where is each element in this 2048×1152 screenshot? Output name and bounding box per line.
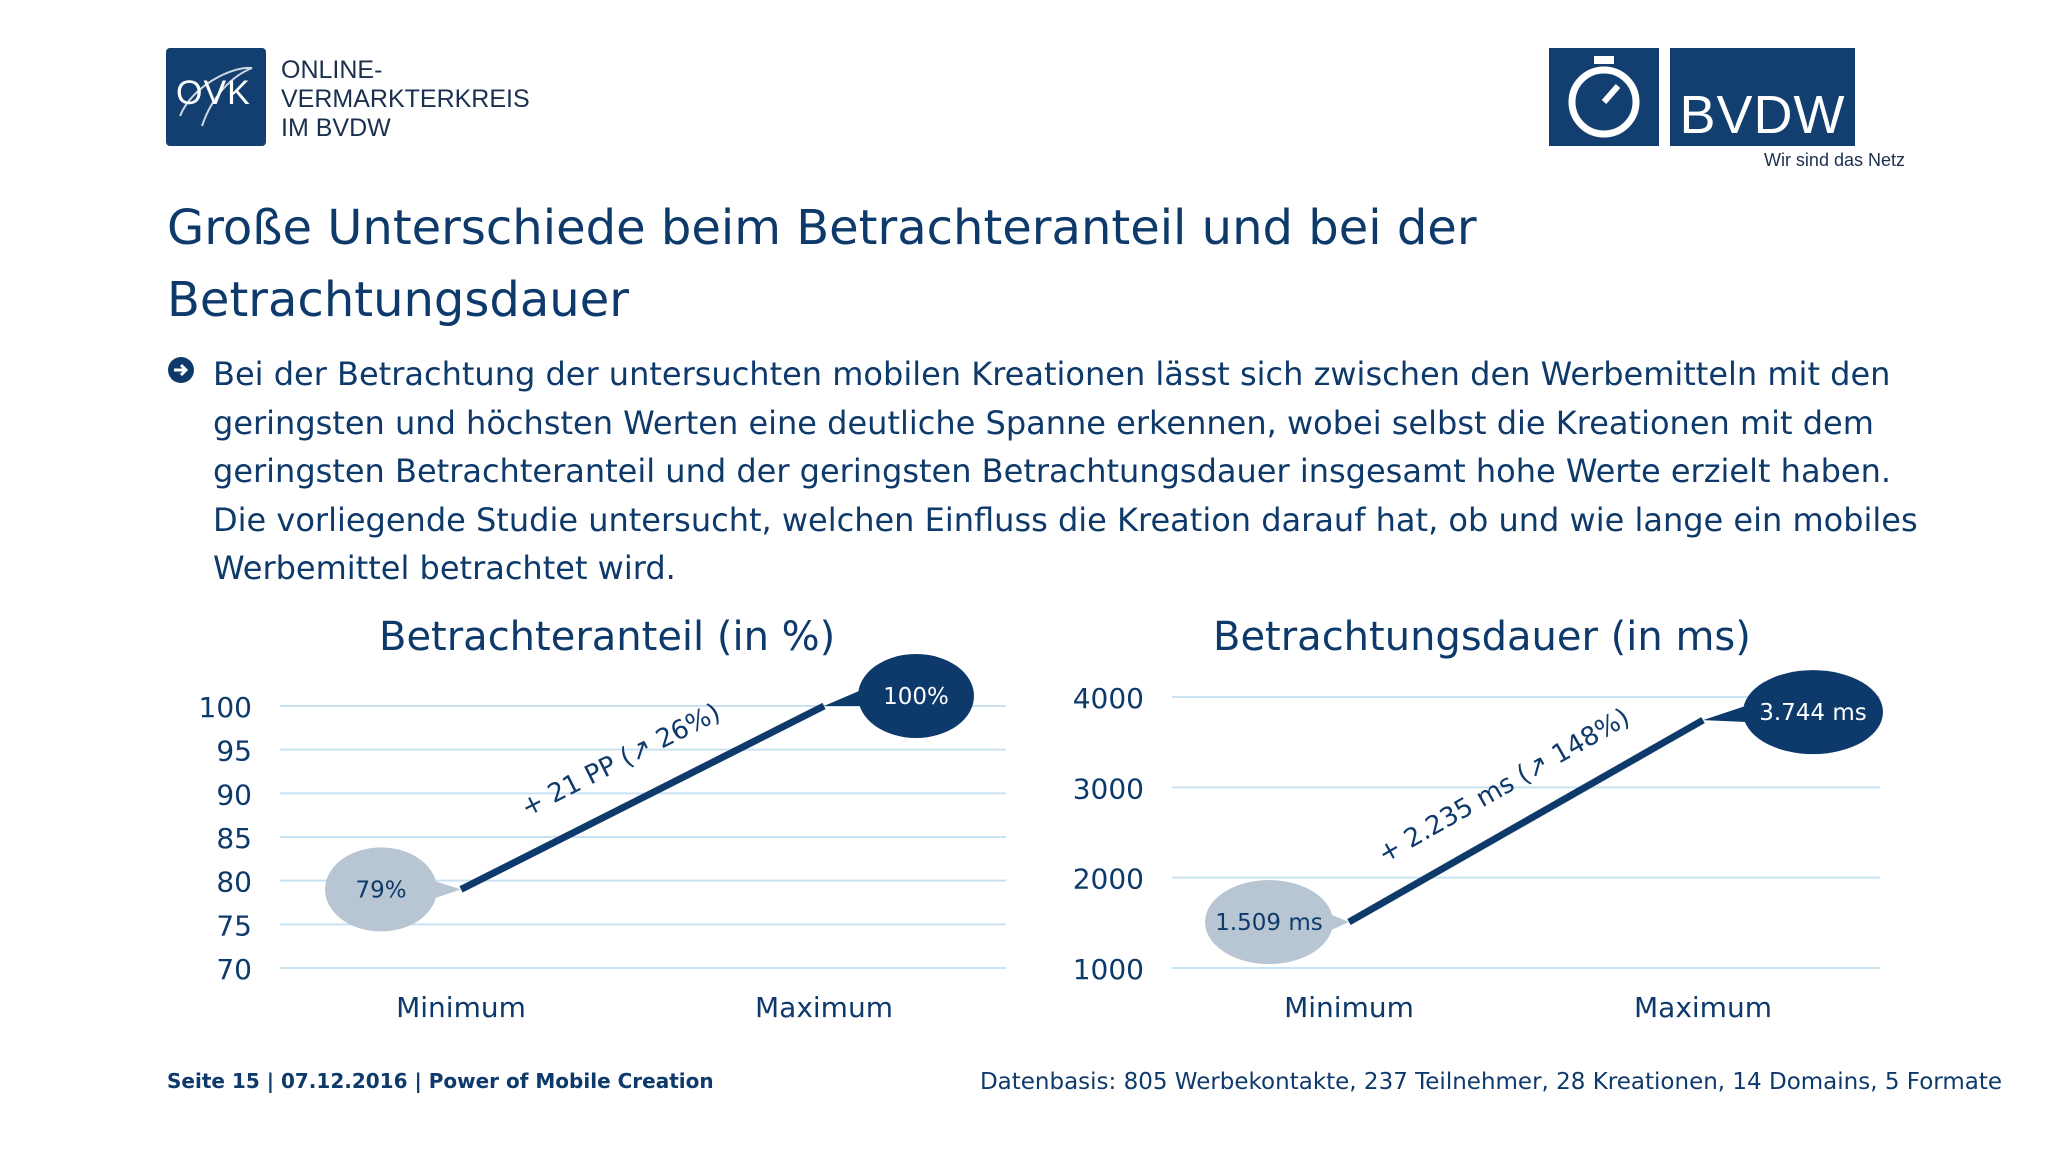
bubble-pointer [1703, 704, 1751, 723]
y-tick-label: 1000 [1073, 953, 1144, 986]
series-line [459, 702, 826, 893]
y-tick-label: 95 [216, 735, 252, 768]
min-value-bubble [1205, 880, 1333, 965]
bvdw-logo: BVDW [1670, 48, 1855, 146]
footer-left: Seite 15 | 07.12.2016 | Power of Mobile … [167, 1069, 714, 1093]
x-category-label: Maximum [755, 991, 893, 1024]
bubble-pointer [429, 879, 461, 900]
delta-annotation: + 2.235 ms (↗ 148%) [1373, 703, 1635, 870]
chart-svg: 100 95 90 85 80 75 70 Minimum Maximum 79% 100% + 21… [199, 654, 1006, 1024]
ovk-logo-text: OVK [176, 74, 251, 112]
bvdw-claim: Wir sind das Netz [1763, 150, 1905, 170]
ovk-name: ONLINE- VERMARKTERKREIS IM BVDW [281, 56, 530, 142]
page-title: Große Unterschiede beim Betrachteranteil… [167, 200, 1477, 328]
x-category-label: Maximum [1634, 991, 1772, 1024]
x-category-label: Minimum [1284, 991, 1414, 1024]
y-tick-label: 70 [216, 953, 252, 986]
min-value-label: 1.509 ms [1215, 910, 1323, 936]
bvdw-stopwatch-logo [1549, 48, 1659, 146]
chart-title: Betrachteranteil (in %) [379, 614, 836, 660]
delta-annotation: + 21 PP (↗ 26%) [516, 698, 725, 824]
arrow-bullet-icon [168, 357, 194, 383]
chart-svg: 4000 3000 2000 1000 Minimum Maximum 1.509 ms 3.… [1073, 670, 1883, 1024]
ovk-logo: OVK [166, 48, 266, 146]
series-line [1347, 717, 1705, 926]
max-value-bubble [858, 654, 974, 738]
max-value-label: 100% [883, 684, 949, 710]
y-tick-label: 90 [216, 778, 252, 811]
chart-betrachtungsdauer: Betrachtungsdauer (in ms) 4000 3000 2000 10… [1060, 600, 1960, 1030]
ovk-swoosh-icon [179, 66, 253, 127]
y-tick-label: 4000 [1073, 682, 1144, 715]
bubble-pointer [824, 688, 866, 706]
bvdw-logo-text: BVDW [1679, 85, 1846, 145]
max-value-bubble [1743, 670, 1883, 755]
x-category-label: Minimum [396, 991, 526, 1024]
body-paragraph: Bei der Betrachtung der untersuchten mob… [213, 355, 1918, 587]
chart-title: Betrachtungsdauer (in ms) [1213, 614, 1751, 660]
y-tick-label: 85 [216, 822, 252, 855]
y-tick-label: 100 [199, 691, 252, 724]
y-tick-label: 3000 [1073, 772, 1144, 805]
y-tick-label: 80 [216, 866, 252, 899]
max-value-label: 3.744 ms [1759, 700, 1867, 726]
y-tick-label: 75 [216, 909, 252, 942]
y-tick-label: 2000 [1073, 863, 1144, 896]
min-value-label: 79% [355, 877, 406, 903]
min-value-bubble [325, 847, 437, 932]
footer-right: Datenbasis: 805 Werbekontakte, 237 Teiln… [979, 1069, 2002, 1095]
chart-betrachteranteil: Betrachteranteil (in %) 100 95 90 85 80 75 70 M… [180, 600, 1040, 1030]
stopwatch-icon [1568, 56, 1640, 138]
